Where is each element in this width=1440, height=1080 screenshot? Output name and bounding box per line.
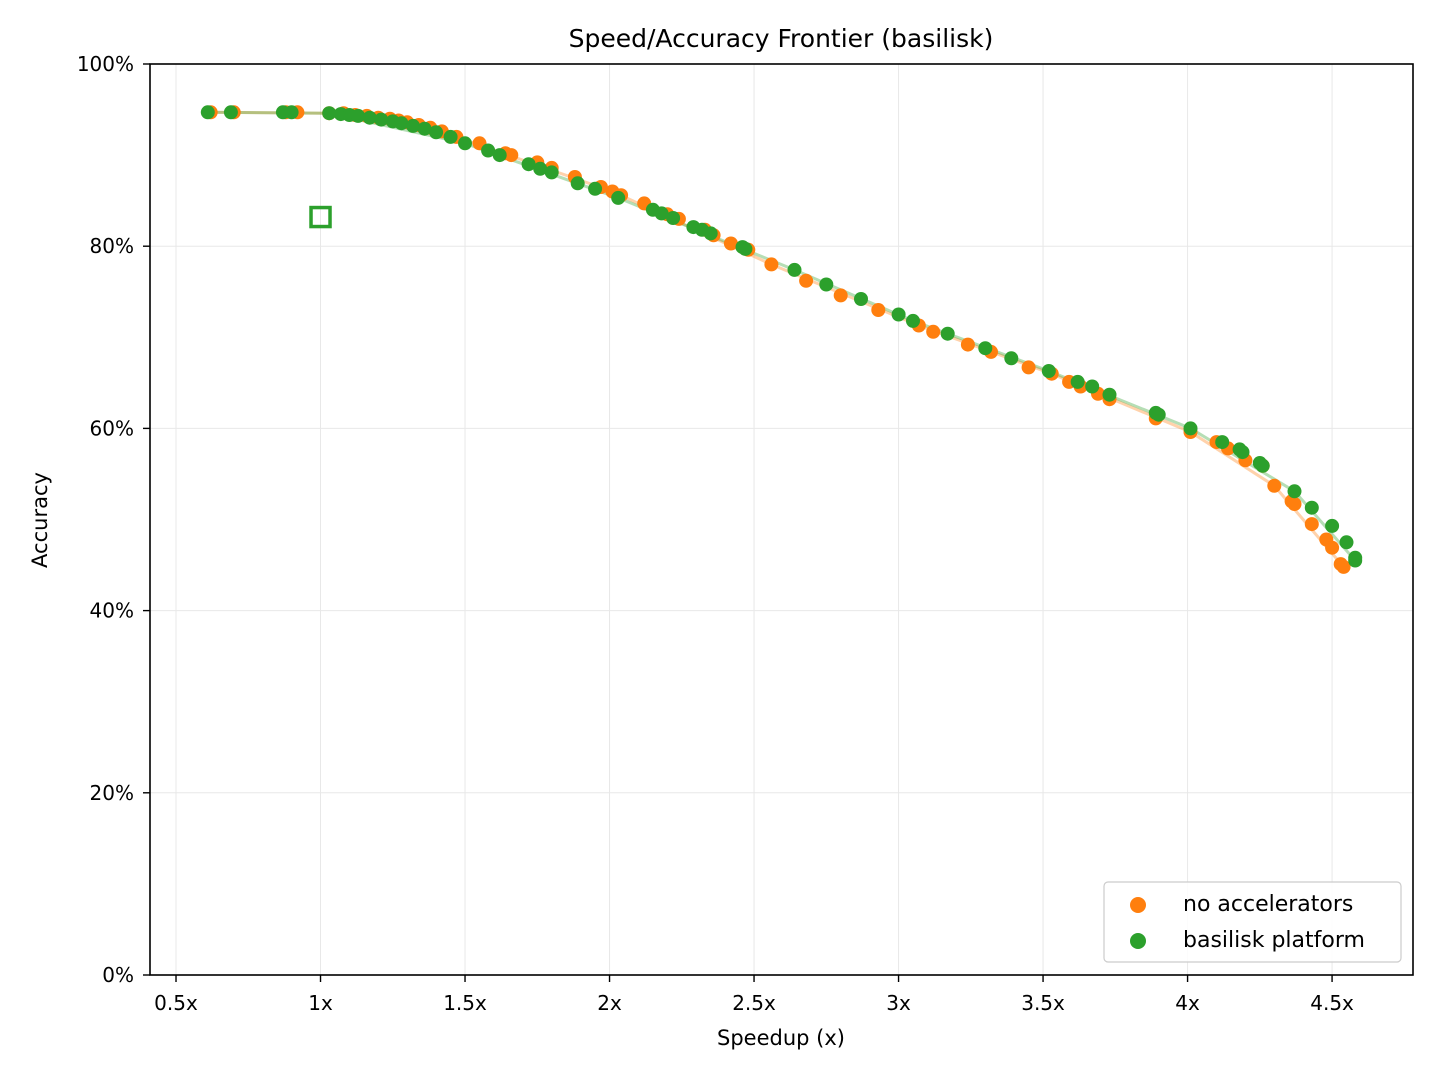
data-point (284, 105, 299, 120)
data-point (1255, 458, 1270, 473)
plot-frame (149, 63, 1414, 976)
y-tick-label: 60% (90, 416, 134, 440)
data-point (926, 324, 941, 339)
data-point (799, 273, 814, 288)
data-point (1041, 364, 1056, 378)
data-point (544, 165, 559, 180)
data-point (891, 307, 906, 322)
data-point (521, 157, 536, 172)
data-point (703, 226, 718, 241)
data-point (1287, 497, 1302, 511)
data-point (570, 176, 585, 191)
legend-label-no-accelerators: no accelerators (1183, 892, 1353, 917)
data-point (533, 161, 548, 176)
chart-title: Speed/Accuracy Frontier (basilisk) (569, 24, 994, 53)
data-point (1267, 478, 1282, 493)
data-point (1102, 387, 1117, 402)
x-tick-label: 3x (886, 991, 911, 1015)
data-point (819, 277, 834, 292)
data-point (394, 116, 409, 131)
x-axis-label: Speedup (x) (717, 1026, 845, 1050)
data-point (322, 106, 337, 121)
baseline-marker (309, 205, 332, 229)
data-point (1287, 484, 1302, 499)
data-point (1348, 553, 1363, 568)
data-point (871, 303, 886, 317)
legend-marker-basilisk-platform (1130, 933, 1146, 949)
y-axis-label: Accuracy (28, 472, 52, 568)
series-group (203, 105, 1351, 574)
data-point (666, 211, 681, 225)
y-tick-label: 0% (102, 963, 134, 987)
data-point (978, 341, 993, 356)
data-point (611, 190, 626, 205)
y-tick-label: 100% (77, 52, 134, 76)
x-tick-label: 1.5x (443, 991, 487, 1015)
frontier-lines (207, 110, 1357, 568)
frontier-line (210, 110, 1345, 568)
data-point (417, 121, 432, 136)
data-point (1004, 351, 1019, 366)
x-tick-label: 0.5x (154, 991, 198, 1015)
data-points (200, 105, 1363, 574)
data-point (406, 118, 420, 133)
data-point (723, 236, 738, 251)
data-point (1336, 559, 1351, 574)
data-point (960, 337, 975, 352)
data-point (833, 288, 848, 303)
y-tick-label: 80% (90, 234, 134, 258)
data-point (588, 181, 603, 196)
y-tick-label: 20% (90, 781, 134, 805)
legend-label-basilisk-platform: basilisk platform (1183, 928, 1365, 953)
data-point (351, 108, 366, 123)
data-point (1183, 421, 1198, 436)
x-tick-label: 3.5x (1021, 991, 1065, 1015)
frontier-line (207, 110, 1357, 562)
x-tick-label: 4x (1175, 991, 1200, 1015)
data-point (787, 262, 802, 277)
grid-lines (150, 63, 1413, 976)
y-axis-ticks: 0% 20% 40% 60% 80% 100% (77, 52, 150, 987)
data-point (492, 148, 507, 163)
x-tick-label: 4.5x (1310, 991, 1354, 1015)
data-point (200, 105, 215, 120)
data-point (362, 110, 377, 125)
data-point (906, 313, 920, 328)
data-point (429, 125, 444, 140)
data-point (1304, 500, 1319, 515)
data-point (1325, 540, 1340, 555)
data-point (1325, 518, 1340, 533)
data-point (1339, 535, 1354, 550)
data-point (764, 257, 779, 272)
data-point (1021, 360, 1036, 375)
series-group (200, 105, 1363, 568)
data-point (223, 105, 238, 120)
x-tick-label: 1x (308, 991, 333, 1015)
legend-marker-no-accelerators (1130, 897, 1146, 913)
legend-box (1103, 881, 1402, 963)
data-point (1215, 435, 1230, 450)
x-axis-ticks: 0.5x 1x 1.5x 2x 2.5x 3x 3.5x 4x 4.5x (154, 975, 1354, 1015)
data-point (481, 143, 496, 158)
data-point (443, 129, 458, 144)
y-tick-label: 40% (90, 599, 134, 623)
data-point (1235, 445, 1250, 460)
data-point (854, 292, 868, 306)
data-point (1304, 517, 1319, 532)
x-tick-label: 2.5x (732, 991, 776, 1015)
x-tick-label: 2x (597, 991, 622, 1015)
data-point (1151, 407, 1166, 422)
legend: no accelerators basilisk platform (1103, 881, 1402, 963)
data-point (458, 136, 472, 151)
annotations (309, 205, 332, 229)
data-point (1085, 379, 1100, 394)
data-point (504, 148, 519, 163)
data-point (654, 206, 669, 221)
data-point (374, 112, 389, 127)
data-point (940, 326, 955, 341)
data-point (738, 241, 753, 256)
data-point (1070, 374, 1085, 389)
